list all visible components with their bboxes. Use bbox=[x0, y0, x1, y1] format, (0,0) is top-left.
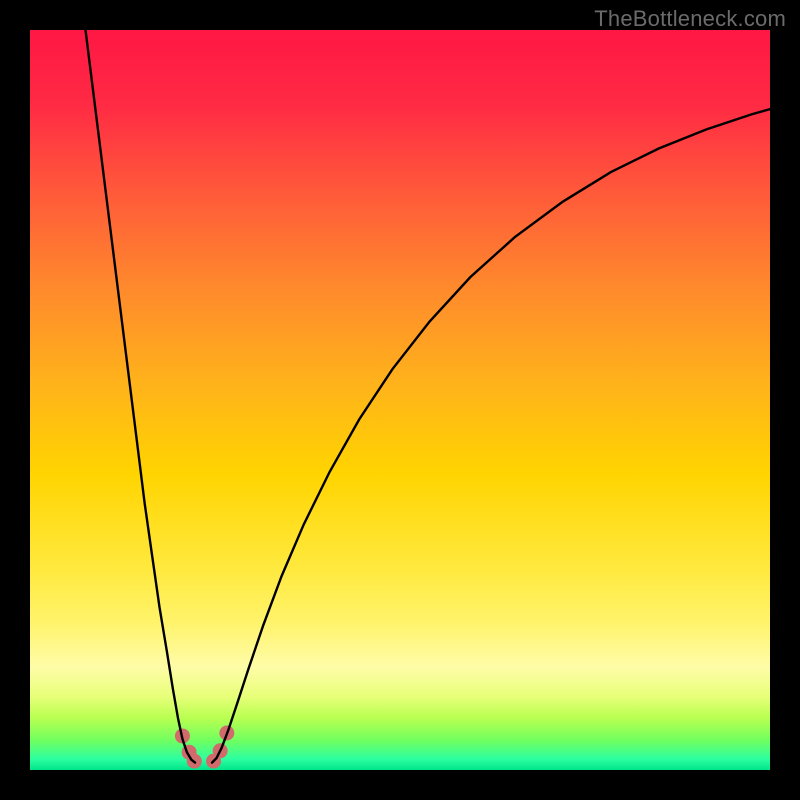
curve-right bbox=[212, 109, 770, 762]
outer-frame: TheBottleneck.com bbox=[0, 0, 800, 800]
watermark-text: TheBottleneck.com bbox=[594, 6, 786, 32]
curve-layer bbox=[30, 30, 770, 770]
plot-area bbox=[30, 30, 770, 770]
valley-markers bbox=[175, 726, 234, 769]
curve-left bbox=[86, 30, 196, 763]
